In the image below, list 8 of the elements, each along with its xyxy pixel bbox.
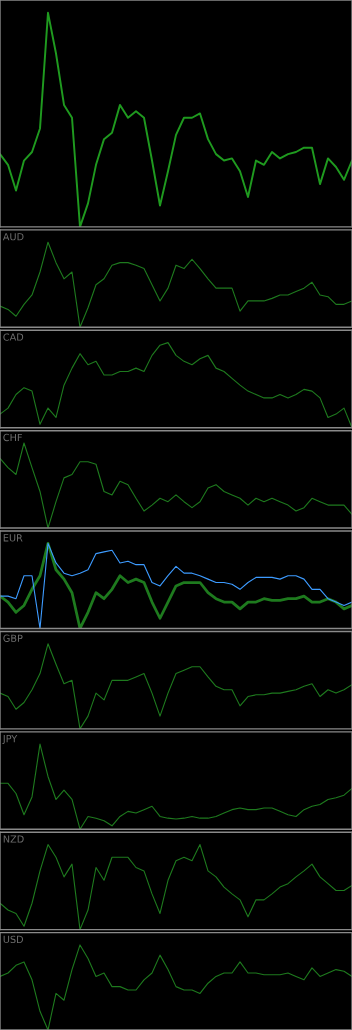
chart-title: CHF <box>3 433 22 442</box>
chart-title: AUD <box>2 233 24 241</box>
chart-title: CAD <box>3 333 24 341</box>
chart-title: JPY <box>2 735 18 745</box>
chart-title: USD <box>3 935 24 944</box>
chart-title: NZD <box>3 835 24 843</box>
chart-title: GBP <box>3 634 23 642</box>
chart-title: EUR <box>3 534 23 542</box>
